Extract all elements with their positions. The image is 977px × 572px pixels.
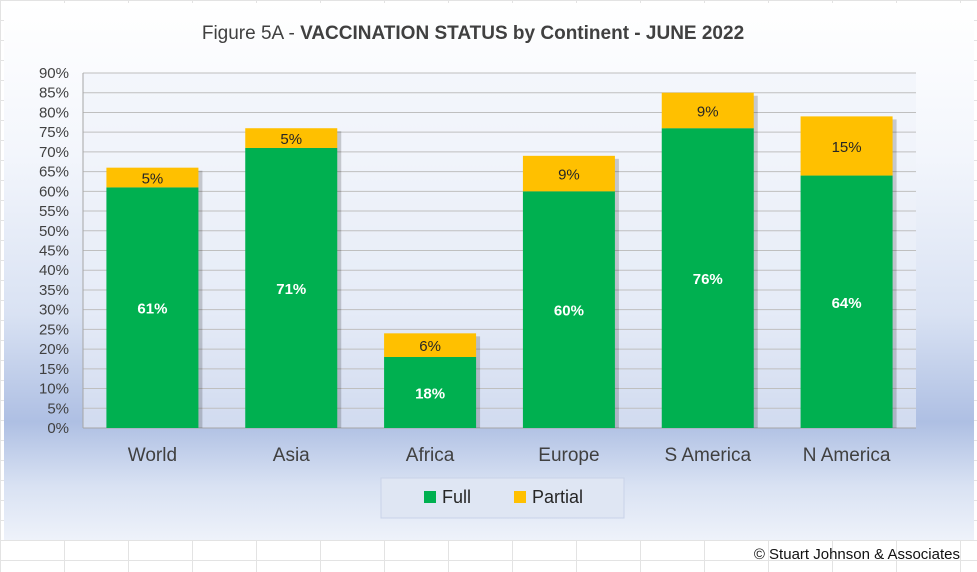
y-tick-label: 75% <box>39 124 69 141</box>
legend-label-partial: Partial <box>532 487 583 507</box>
x-tick-label: Africa <box>406 445 455 466</box>
data-label-partial: 9% <box>697 103 719 120</box>
bar-full-asia <box>245 147 338 428</box>
data-label-full: 61% <box>137 301 167 318</box>
chart-title-prefix: Figure 5A - <box>202 23 300 44</box>
y-tick-label: 70% <box>39 144 69 161</box>
bar-full-world <box>106 187 199 428</box>
bar-partial-world <box>106 167 199 188</box>
chart-area[interactable]: 0% 5% 10% 15% 20% 25% 30% 35% 40% 45% 50% 55% 60% 65%… <box>4 3 974 540</box>
x-tick-label: Europe <box>538 445 599 466</box>
bar-full-n-america <box>800 175 893 428</box>
bar-partial-asia <box>245 128 338 148</box>
y-tick-label: 35% <box>39 282 69 299</box>
y-tick-label: 45% <box>39 243 69 260</box>
data-label-full: 64% <box>832 295 862 312</box>
y-tick-label: 25% <box>39 321 69 338</box>
x-tick-label: Asia <box>273 445 310 466</box>
y-tick-label: 80% <box>39 104 69 121</box>
bar-partial-n-america <box>800 116 893 176</box>
data-label-partial: 5% <box>280 131 302 148</box>
legend-swatch-full <box>424 491 436 503</box>
bar-partial-europe <box>522 155 615 192</box>
y-tick-label: 85% <box>39 85 69 102</box>
data-label-full: 76% <box>693 271 723 288</box>
chart-title-main: VACCINATION STATUS by Continent - JUNE 2… <box>300 23 744 44</box>
data-label-partial: 6% <box>419 338 441 355</box>
data-label-full: 60% <box>554 303 584 320</box>
data-label-partial: 15% <box>832 139 862 156</box>
bar-full-s-america <box>661 128 754 428</box>
bar-partial-s-america <box>661 92 754 129</box>
copyright-credit: © Stuart Johnson & Associates <box>753 546 960 563</box>
y-tick-label: 65% <box>39 164 69 181</box>
y-tick-label: 55% <box>39 203 69 220</box>
y-tick-label: 15% <box>39 361 69 378</box>
legend <box>380 477 625 519</box>
vaccination-chart: 0% 5% 10% 15% 20% 25% 30% 35% 40% 45% 50% 55% 60% 65%… <box>39 23 916 519</box>
legend-label-full: Full <box>442 487 471 507</box>
y-tick-label: 50% <box>39 223 69 240</box>
y-tick-label: 10% <box>39 381 69 398</box>
bar-full-africa <box>384 357 477 428</box>
legend-swatch-partial <box>514 491 526 503</box>
y-tick-label: 20% <box>39 341 69 358</box>
y-tick-label: 40% <box>39 262 69 279</box>
data-label-partial: 9% <box>558 167 580 184</box>
y-tick-label: 60% <box>39 183 69 200</box>
y-tick-label: 30% <box>39 302 69 319</box>
x-tick-label: N America <box>803 445 891 466</box>
y-tick-label: 90% <box>39 65 69 82</box>
chart-title: Figure 5A - VACCINATION STATUS by Contin… <box>202 23 744 44</box>
data-label-partial: 5% <box>142 171 164 188</box>
bar-full-europe <box>522 191 615 428</box>
x-tick-label: World <box>128 445 177 466</box>
y-tick-label: 5% <box>47 400 69 417</box>
x-tick-label: S America <box>664 445 751 466</box>
y-tick-label: 0% <box>47 420 69 437</box>
data-label-full: 71% <box>276 281 306 298</box>
bar-partial-africa <box>384 333 477 357</box>
data-label-full: 18% <box>415 386 445 403</box>
